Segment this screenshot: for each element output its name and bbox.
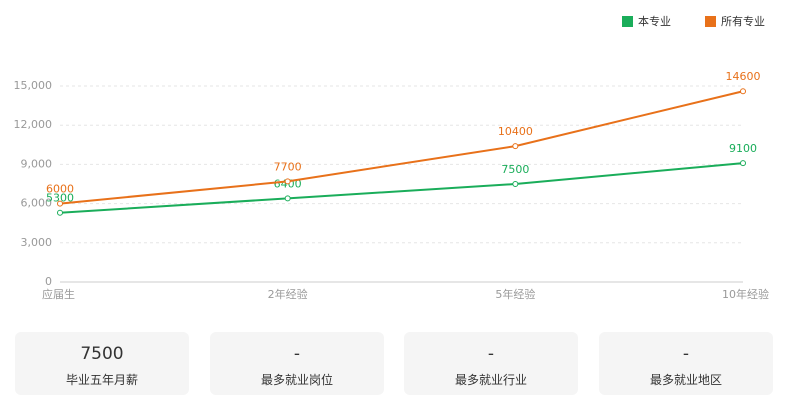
x-tick-label: 10年经验 [722, 287, 769, 301]
chart: 0 3,000 6,000 9,000 12,000 15,000 应届生 2年经验 5年经验 1… [14, 14, 770, 301]
series-line [59, 90, 744, 205]
series-line [59, 162, 744, 214]
data-label: 7500 [501, 163, 529, 176]
data-label: 5300 [46, 192, 74, 205]
x-tick-label: 5年经验 [495, 287, 535, 301]
point [512, 143, 519, 150]
data-label: 10400 [498, 125, 533, 138]
legend-swatch [705, 16, 716, 27]
point [740, 160, 746, 167]
y-tick-label: 12,000 [14, 118, 53, 131]
summary-card: - 最多就业地区 [599, 332, 773, 395]
card-label: 毕业五年月薪 [65, 373, 138, 387]
card-label: 最多就业行业 [454, 373, 527, 387]
y-tick-label: 9,000 [21, 157, 53, 170]
card-value: 7500 [80, 344, 124, 364]
card-label: 最多就业地区 [649, 373, 722, 387]
y-tick-label: 15,000 [14, 79, 53, 92]
x-tick-label: 应届生 [42, 287, 75, 301]
y-tick-label: 6,000 [21, 197, 53, 210]
x-tick-label: 2年经验 [268, 287, 308, 301]
point [740, 88, 746, 95]
summary-cards: 7500 毕业五年月薪 - 最多就业岗位 - 最多就业行业 - 最多就业地区 [0, 332, 786, 396]
summary-card: - 最多就业行业 [404, 332, 578, 395]
point [57, 200, 63, 207]
data-label: 6000 [46, 183, 74, 196]
card-value: - [487, 344, 495, 364]
card-value: - [293, 344, 301, 364]
point [57, 209, 63, 216]
card-label: 最多就业岗位 [260, 373, 333, 387]
legend-label: 本专业 [638, 14, 671, 28]
point [284, 195, 291, 202]
y-tick-label: 3,000 [21, 236, 53, 249]
legend-label: 所有专业 [721, 14, 765, 28]
summary-card: 7500 毕业五年月薪 [15, 332, 189, 395]
card-value: - [682, 344, 690, 364]
summary-card: - 最多就业岗位 [210, 332, 384, 395]
data-label: 9100 [729, 142, 757, 155]
y-tick-label: 0 [45, 275, 52, 288]
point [512, 181, 519, 187]
data-label: 7700 [274, 160, 302, 173]
point [284, 178, 291, 185]
data-label: 14600 [726, 70, 761, 83]
legend-swatch [622, 16, 633, 27]
